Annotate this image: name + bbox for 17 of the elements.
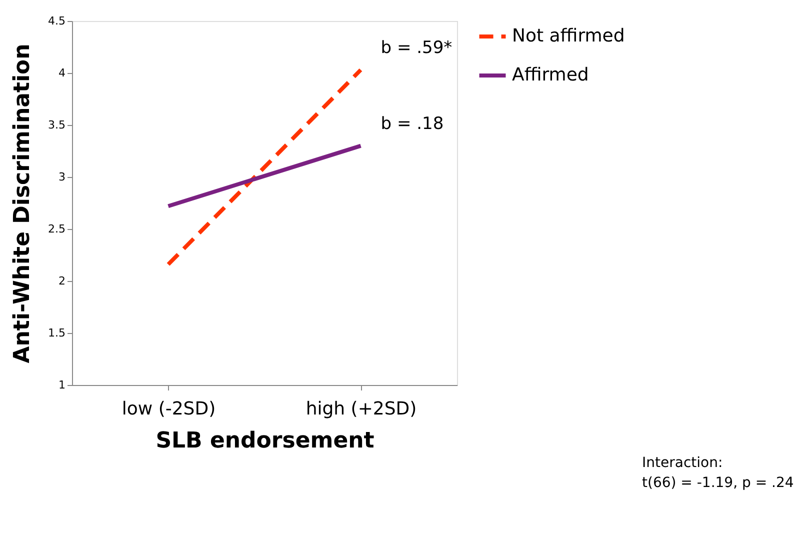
- annotation: b = .18: [380, 114, 444, 134]
- x-tick-label: low (-2SD): [122, 398, 216, 420]
- x-axis-title: SLB endorsement: [156, 428, 375, 454]
- y-tick-label: 2: [58, 274, 66, 288]
- legend-label: Affirmed: [512, 64, 589, 86]
- y-tick-label: 3.5: [48, 118, 66, 132]
- text: Interaction: t(66) = -1.19, p = .24: [642, 455, 794, 491]
- x-tick-label: high (+2SD): [306, 398, 417, 420]
- y-tick-label: 1.5: [48, 326, 66, 340]
- legend-label: Not affirmed: [512, 26, 625, 46]
- y-axis-title: Anti-White Discrimination: [10, 44, 36, 364]
- annotation: b = .59*: [380, 38, 452, 58]
- y-tick-label: 4: [58, 66, 66, 80]
- y-tick-label: 3: [58, 170, 66, 184]
- y-tick-label: 4.5: [48, 14, 66, 28]
- y-tick-label: 1: [58, 378, 66, 392]
- y-tick-label: 2.5: [48, 222, 66, 236]
